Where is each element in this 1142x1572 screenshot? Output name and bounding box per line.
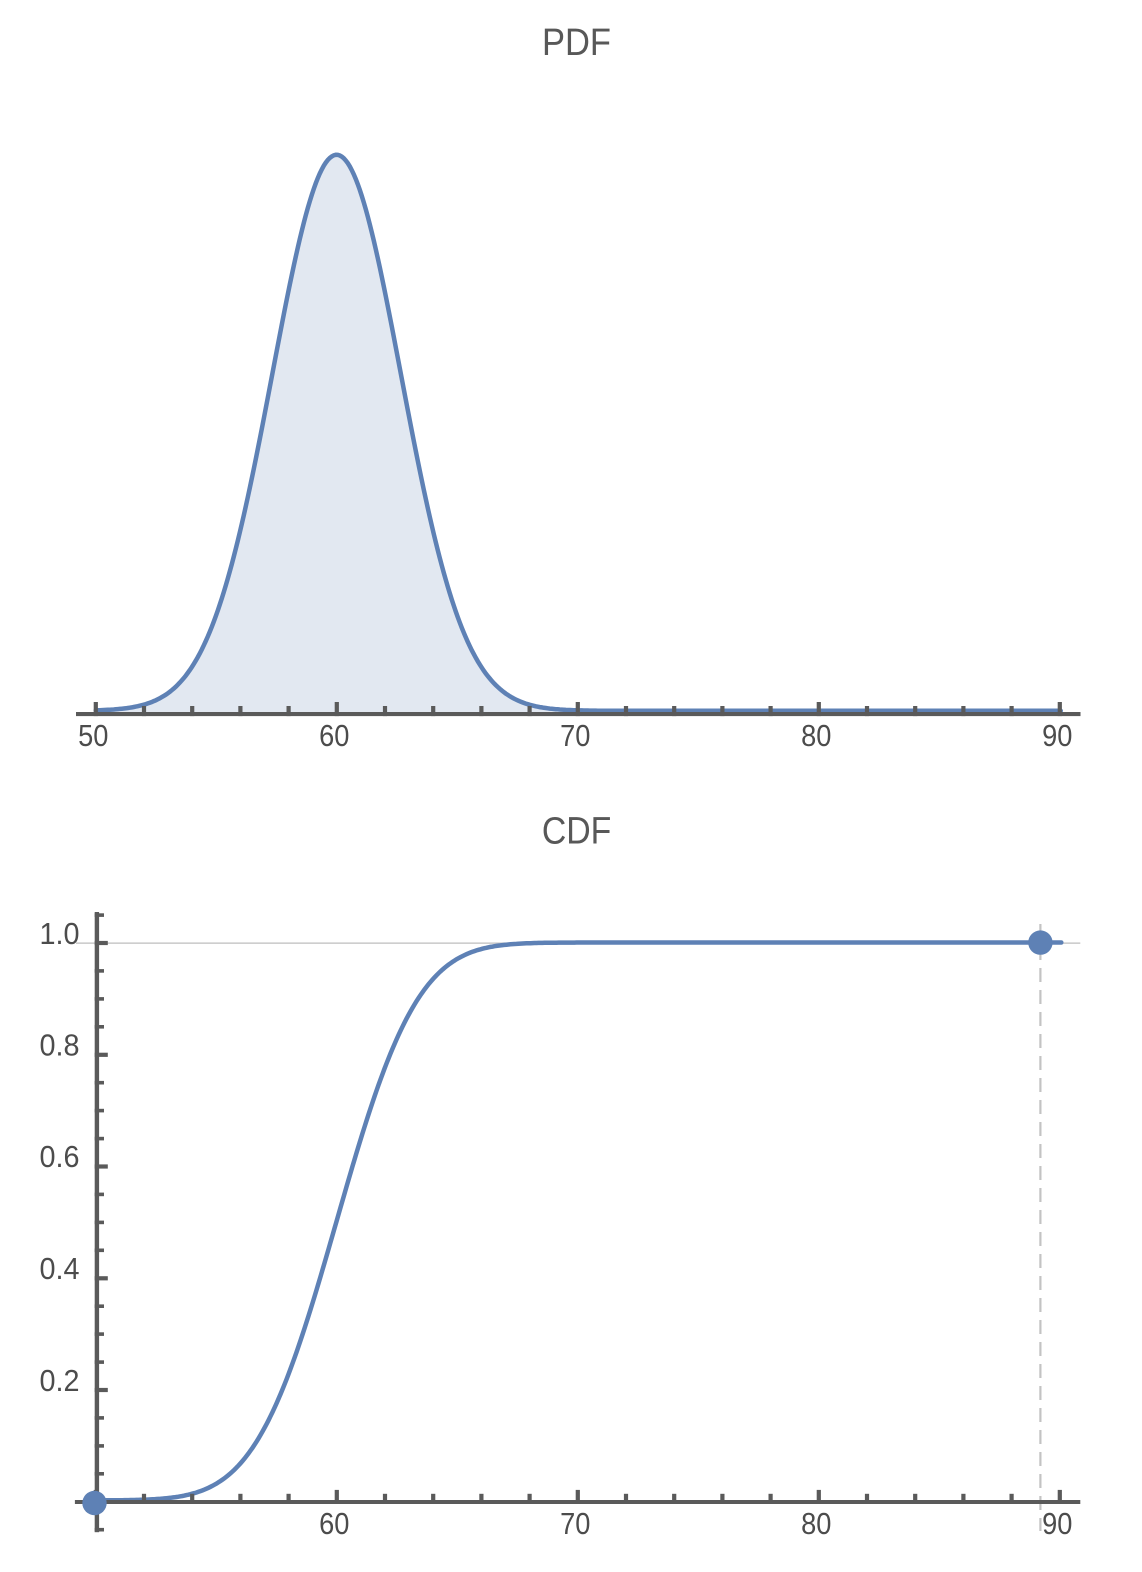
svg-text:50: 50 <box>78 719 108 753</box>
svg-text:80: 80 <box>801 1507 831 1541</box>
svg-text:70: 70 <box>560 1507 590 1541</box>
svg-text:60: 60 <box>319 1507 349 1541</box>
svg-text:1.0: 1.0 <box>40 917 80 951</box>
svg-text:0.2: 0.2 <box>40 1364 80 1398</box>
svg-text:70: 70 <box>560 719 590 753</box>
svg-text:0.4: 0.4 <box>40 1252 80 1286</box>
svg-text:90: 90 <box>1042 719 1072 753</box>
svg-text:PDF: PDF <box>542 22 611 64</box>
svg-text:80: 80 <box>801 719 831 753</box>
svg-text:60: 60 <box>319 719 349 753</box>
svg-text:CDF: CDF <box>542 810 612 852</box>
svg-text:0.8: 0.8 <box>40 1029 80 1063</box>
svg-text:0.6: 0.6 <box>40 1140 80 1174</box>
svg-text:90: 90 <box>1042 1507 1072 1541</box>
